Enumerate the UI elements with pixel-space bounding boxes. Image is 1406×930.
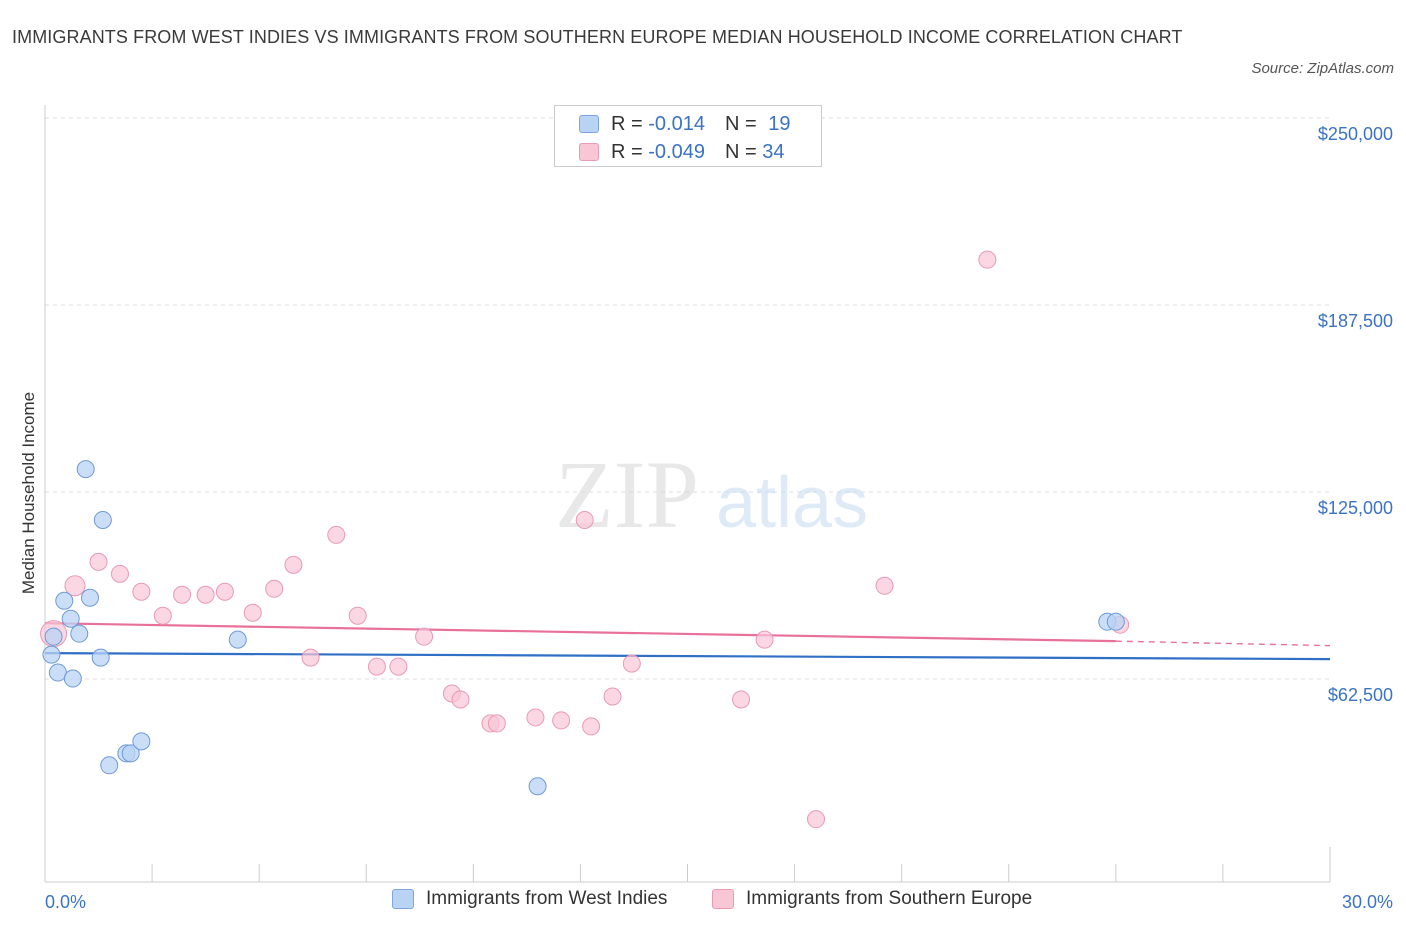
series-legend-southern-europe[interactable]: Immigrants from Southern Europe [712,888,1032,910]
legend-n-value: 19 [768,112,791,135]
x-tick-labels: 0.0% 30.0% [45,892,1393,912]
point-west-indies [121,744,140,763]
legend-r-label: R = [611,140,649,163]
point-southern-europe [526,708,545,727]
point-southern-europe [265,579,284,598]
point-southern-europe [622,654,641,673]
point-southern-europe [552,711,571,730]
point-west-indies [48,663,67,682]
point-west-indies [42,645,61,664]
point-west-indies [63,669,82,688]
point-southern-europe [215,582,234,601]
point-southern-europe [582,717,601,736]
series-legend-west-indies[interactable]: Immigrants from West Indies [392,888,667,910]
point-west-indies [1106,612,1125,631]
point-west-indies [528,777,547,796]
y-axis-label: Median Household Income [19,392,38,594]
point-west-indies [76,460,95,479]
point-west-indies [70,624,89,643]
point-west-indies [91,648,110,667]
point-southern-europe [389,657,408,676]
legend-n-value: 34 [762,140,785,163]
legend-r-value: -0.014 [648,112,705,135]
point-southern-europe [173,585,192,604]
y-tick-labels: $62,500 $125,000 $187,500 $250,000 [1318,124,1393,705]
watermark-atlas: atlas [716,463,868,543]
x-tick-label: 30.0% [1342,892,1393,912]
point-southern-europe [348,606,367,625]
point-southern-europe [575,510,594,529]
legend-row-southern-europe: R = -0.049 N = 34 [579,139,784,165]
point-southern-europe [875,576,894,595]
x-tick-label: 0.0% [45,892,86,912]
trend-line-west-indies [44,652,1331,661]
point-southern-europe [110,564,129,583]
point-southern-europe [64,575,86,597]
point-southern-europe [755,630,774,649]
point-southern-europe [132,582,151,601]
correlation-legend: R = -0.014 N = 19 R = -0.049 N = 34 [554,105,822,167]
series-legend: Immigrants from West Indies Immigrants f… [0,888,1406,918]
legend-r-label: R = [611,112,649,135]
axes [44,105,1331,883]
chart-title: IMMIGRANTS FROM WEST INDIES VS IMMIGRANT… [12,27,1183,47]
legend-swatch-pink [579,143,599,161]
point-southern-europe [196,585,215,604]
gridlines [45,117,1330,680]
point-west-indies [132,732,151,751]
series-swatch-pink [712,889,734,909]
point-southern-europe [284,555,303,574]
legend-row-west-indies: R = -0.014 N = 19 [579,111,790,137]
point-west-indies [93,510,112,529]
data-points [40,250,1130,829]
y-tick-label: $250,000 [1318,124,1393,144]
point-southern-europe [367,657,386,676]
point-southern-europe [153,606,172,625]
watermark: ZIP atlas [555,441,868,548]
series-label-southern-europe: Immigrants from Southern Europe [746,888,1033,909]
point-west-indies [44,627,63,646]
point-southern-europe [415,627,434,646]
point-west-indies [55,591,74,610]
point-southern-europe [327,525,346,544]
point-southern-europe [451,690,470,709]
point-southern-europe [978,250,997,269]
trend-line-southern-europe [44,622,1116,643]
legend-r-value: -0.049 [648,140,705,163]
point-west-indies [100,756,119,775]
point-southern-europe [243,603,262,622]
legend-n-label: N = [724,140,763,163]
trend-line-southern-europe-extension [1115,640,1331,647]
source-label: Source: ZipAtlas.com [1251,60,1394,77]
y-tick-label: $187,500 [1318,311,1393,331]
point-southern-europe [487,714,506,733]
watermark-zip: ZIP [555,441,699,548]
point-southern-europe [603,687,622,706]
trend-lines [44,622,1331,661]
point-west-indies [61,609,80,628]
legend-swatch-blue [579,115,599,133]
series-swatch-blue [392,889,414,909]
point-southern-europe [89,552,108,571]
series-label-west-indies: Immigrants from West Indies [426,888,668,909]
point-southern-europe [732,690,751,709]
y-tick-label: $62,500 [1328,685,1393,705]
point-southern-europe [807,810,825,829]
point-southern-europe [301,648,320,667]
y-tick-label: $125,000 [1318,498,1393,518]
point-west-indies [228,630,247,649]
legend-n-label: N = [724,112,763,135]
point-west-indies [80,588,99,607]
